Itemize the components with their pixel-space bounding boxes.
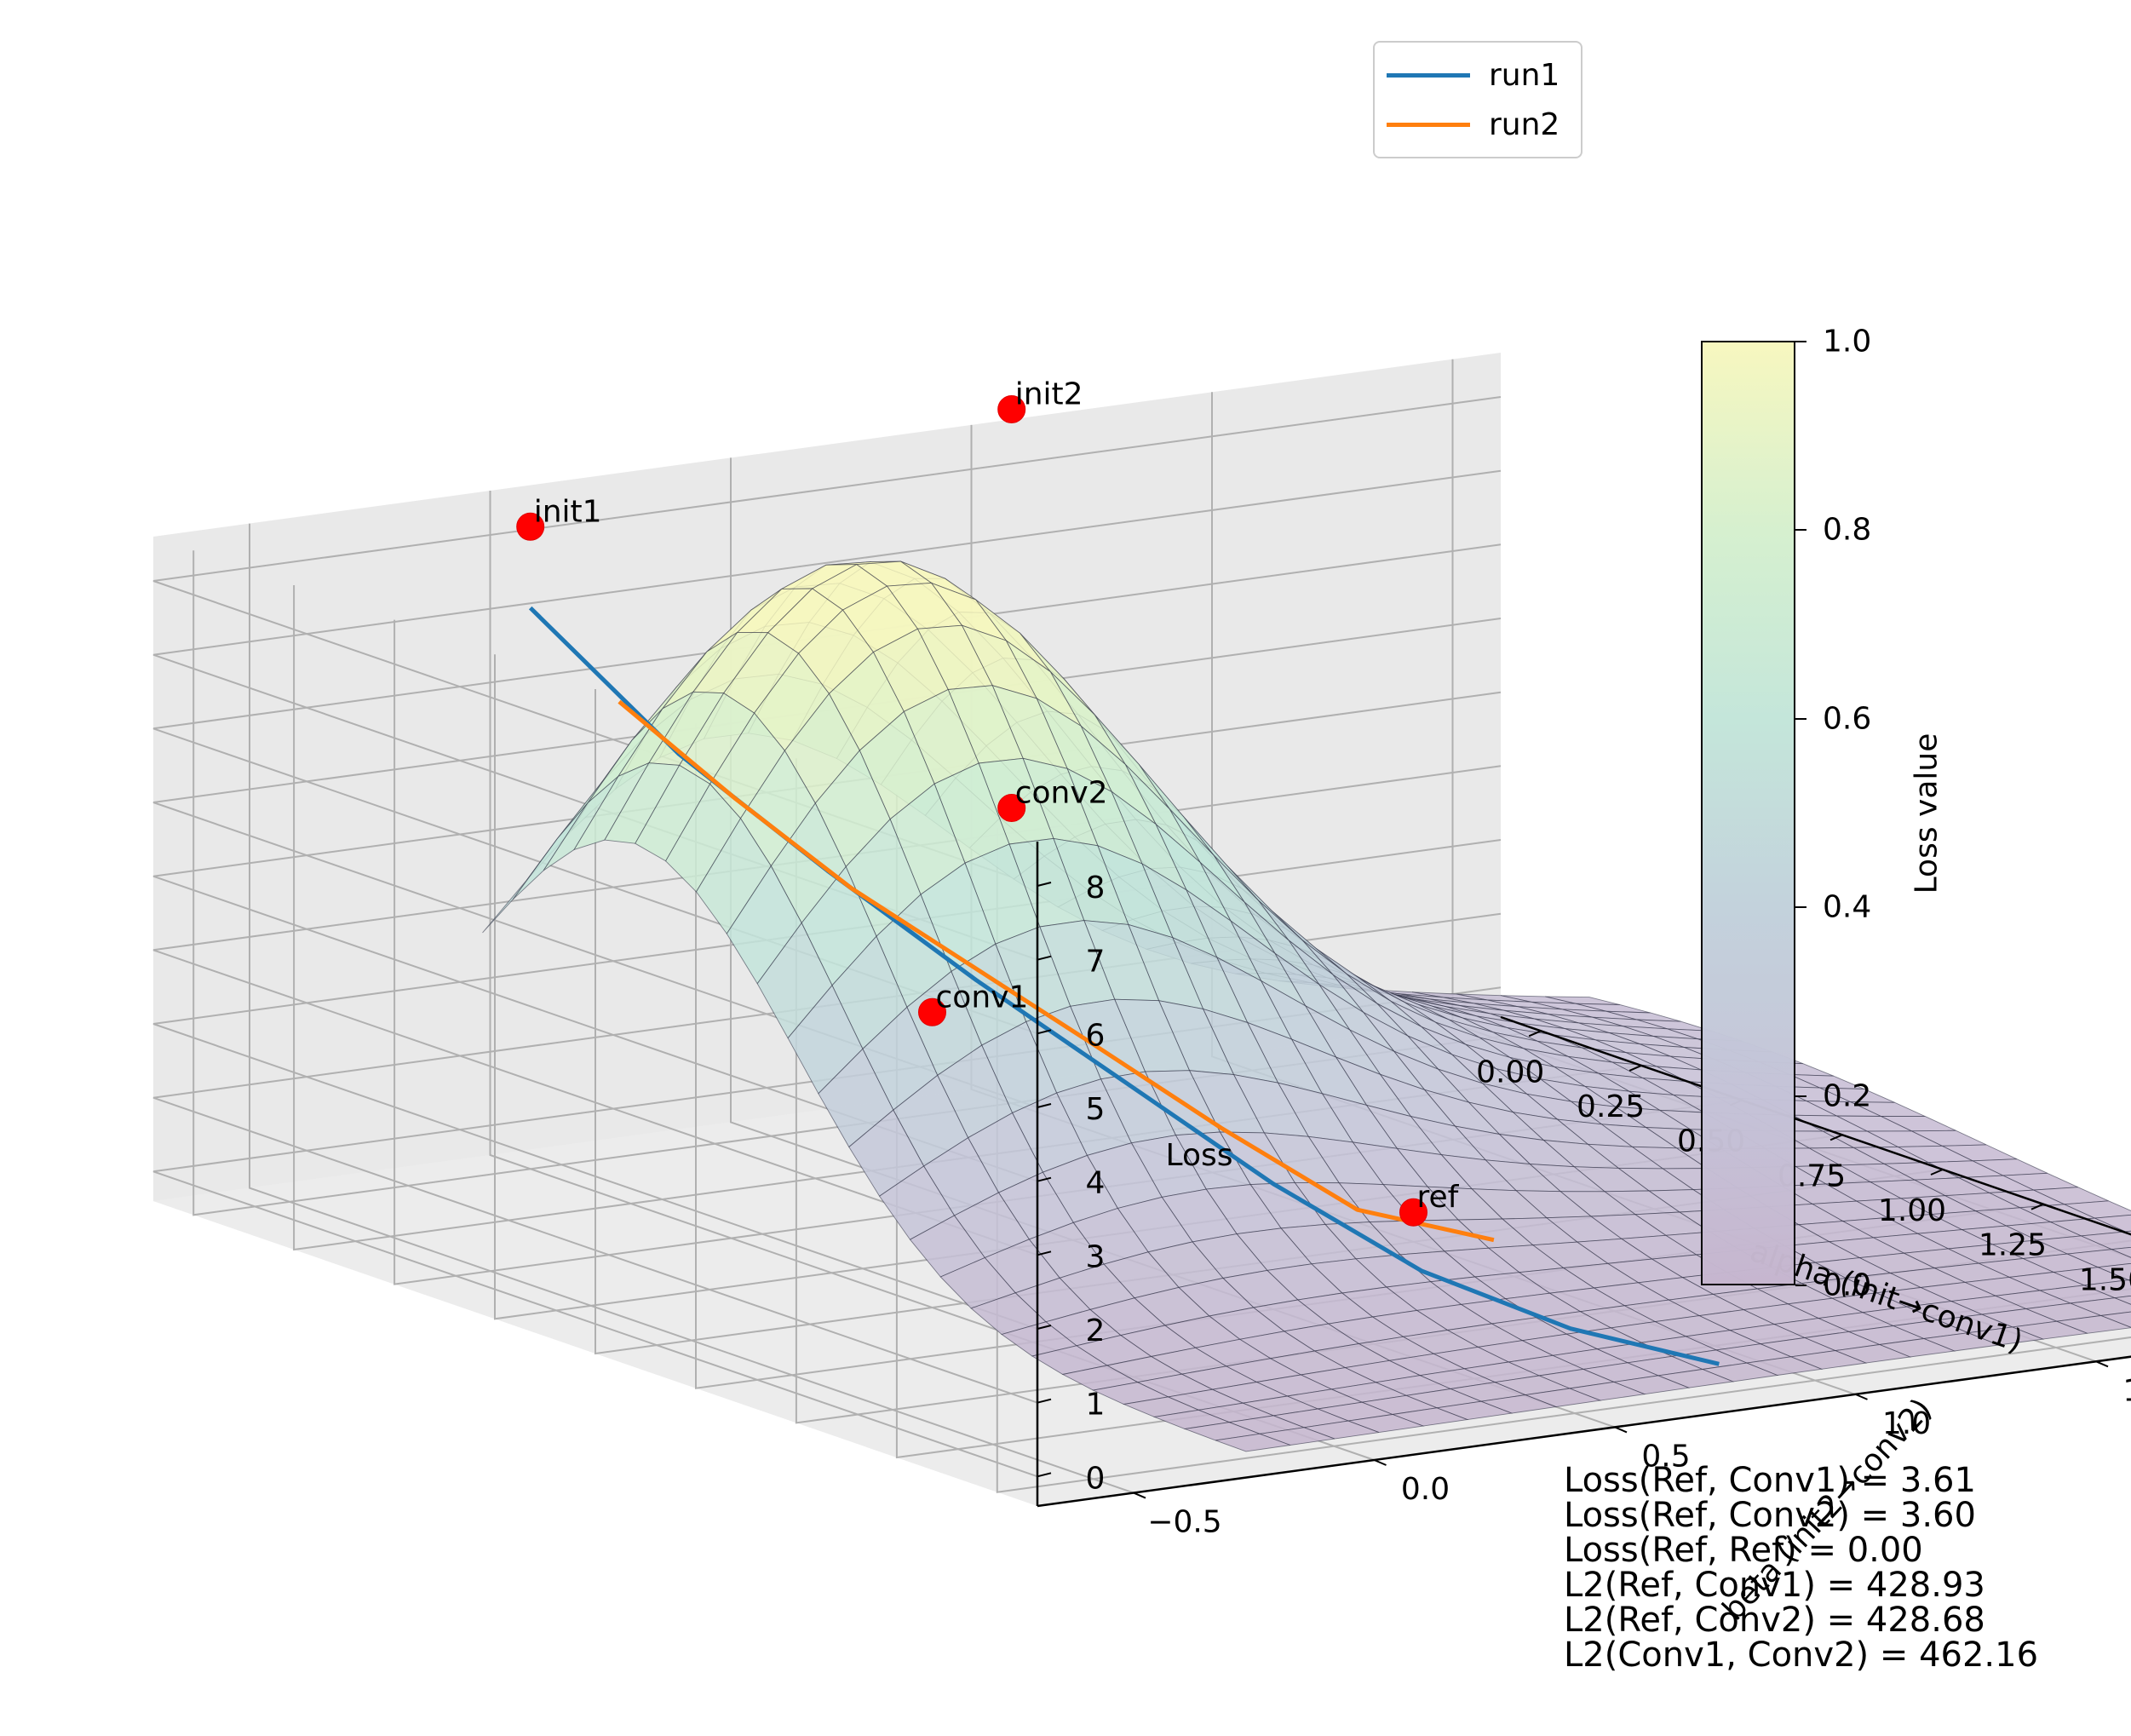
- colorbar-tick-label: 1.0: [1823, 324, 1872, 359]
- colorbar: [1701, 341, 1795, 1285]
- stat-line: Loss(Ref, Conv1) = 3.61: [1564, 1461, 1976, 1500]
- z-tick: [1037, 1103, 1052, 1108]
- marker-ref: [1399, 1198, 1427, 1227]
- z-tick: [1037, 1325, 1052, 1330]
- stat-line: L2(Ref, Conv2) = 428.68: [1564, 1601, 1985, 1640]
- y-tick-label: 1.5: [2122, 1373, 2131, 1408]
- stats-annotation: Loss(Ref, Conv1) = 3.61 Loss(Ref, Conv2)…: [1564, 1463, 2038, 1673]
- x-tick: [1628, 1065, 1642, 1072]
- surface-patch: [2110, 1246, 2131, 1258]
- z-tick-label: 0: [1086, 1461, 1106, 1496]
- colorbar-tick: [1795, 906, 1806, 908]
- x-tick-label: 1.50: [2079, 1262, 2131, 1297]
- x-tick: [1528, 1030, 1542, 1038]
- legend-entry-run2: run2: [1387, 106, 1560, 142]
- colorbar-tick: [1795, 718, 1806, 720]
- marker-label-init1: init1: [534, 494, 602, 529]
- y-tick: [1374, 1459, 1387, 1466]
- stat-line: L2(Conv1, Conv2) = 462.16: [1564, 1635, 2039, 1675]
- z-tick: [1037, 1176, 1052, 1182]
- y-tick: [1614, 1426, 1628, 1434]
- x-tick-label: 0.00: [1476, 1055, 1544, 1089]
- y-tick-label: 1.0: [1882, 1406, 1931, 1441]
- z-tick-label: 7: [1086, 945, 1106, 980]
- colorbar-gradient: [1703, 342, 1794, 1284]
- surface-patch: [1215, 1433, 1291, 1452]
- stat-line: Loss(Ref, Conv2) = 3.60: [1564, 1496, 1976, 1535]
- colorbar-tick-label: 0.6: [1823, 701, 1872, 737]
- z-tick-label: 4: [1086, 1166, 1106, 1201]
- colorbar-label: Loss value: [1909, 733, 1944, 894]
- x-tick-label: 0.25: [1577, 1089, 1645, 1124]
- y-tick-label: 0.0: [1401, 1472, 1450, 1507]
- z-tick-label: 6: [1086, 1018, 1106, 1053]
- marker-conv1: [918, 997, 946, 1026]
- marker-init1: [516, 512, 545, 541]
- y-tick: [2095, 1360, 2109, 1368]
- legend-swatch-run1: [1387, 72, 1470, 78]
- z-axis-title: Loss: [1166, 1138, 1233, 1173]
- z-tick-label: 5: [1086, 1092, 1106, 1127]
- point-markers: init1 init2 conv1 conv2 ref: [516, 377, 1460, 1227]
- colorbar-tick: [1795, 1285, 1806, 1286]
- z-tick-label: 1: [1086, 1388, 1106, 1423]
- colorbar-tick-label: 0.0: [1823, 1268, 1872, 1303]
- z-tick-label: 2: [1086, 1313, 1106, 1348]
- marker-conv2: [997, 794, 1026, 822]
- surface-patch: [2114, 1295, 2131, 1305]
- colorbar-tick-label: 0.8: [1823, 512, 1872, 548]
- stat-line: L2(Ref, Conv1) = 428.93: [1564, 1566, 1985, 1605]
- y-tick: [1855, 1393, 1868, 1400]
- marker-label-conv2: conv2: [1015, 776, 1108, 811]
- marker-label-init2: init2: [1015, 377, 1083, 412]
- marker-init2: [997, 395, 1026, 423]
- y-tick-label: 0.5: [1641, 1439, 1690, 1474]
- y-axis-line: [1037, 1355, 2131, 1508]
- z-tick: [1037, 1029, 1052, 1035]
- z-tick-label: 8: [1086, 871, 1106, 905]
- legend-label-run2: run2: [1489, 106, 1560, 142]
- legend-swatch-run2: [1387, 122, 1470, 127]
- z-tick: [1037, 1250, 1052, 1256]
- x-tick-label: 1.25: [1979, 1228, 2047, 1263]
- z-tick: [1037, 1472, 1052, 1478]
- colorbar-tick: [1795, 529, 1806, 531]
- z-tick: [1037, 955, 1052, 961]
- marker-label-conv1: conv1: [936, 980, 1029, 1015]
- loss-surface: [482, 560, 2131, 1452]
- legend-label-run1: run1: [1489, 57, 1560, 93]
- colorbar-tick-label: 0.2: [1823, 1078, 1872, 1114]
- z-tick: [1037, 882, 1052, 887]
- legend-entry-run1: run1: [1387, 57, 1560, 93]
- y-tick: [1133, 1492, 1146, 1499]
- x-tick: [2030, 1203, 2044, 1210]
- trajectories: [528, 606, 1720, 1366]
- colorbar-tick: [1795, 341, 1806, 342]
- legend: run1 run2: [1373, 41, 1582, 158]
- y-tick-label: −0.5: [1147, 1505, 1221, 1540]
- z-tick: [1037, 1398, 1052, 1404]
- marker-label-ref: ref: [1417, 1180, 1460, 1215]
- x-tick-label: 1.00: [1878, 1193, 1946, 1228]
- x-tick: [1930, 1169, 1944, 1176]
- gridline-y: [249, 523, 1134, 1494]
- z-tick-label: 3: [1086, 1239, 1106, 1274]
- stat-line: Loss(Ref, Ref) = 0.00: [1564, 1531, 1923, 1570]
- colorbar-tick-label: 0.4: [1823, 889, 1872, 925]
- colorbar-tick: [1795, 1095, 1806, 1097]
- trajectory-run2: [617, 699, 1495, 1243]
- x-tick: [1829, 1134, 1843, 1141]
